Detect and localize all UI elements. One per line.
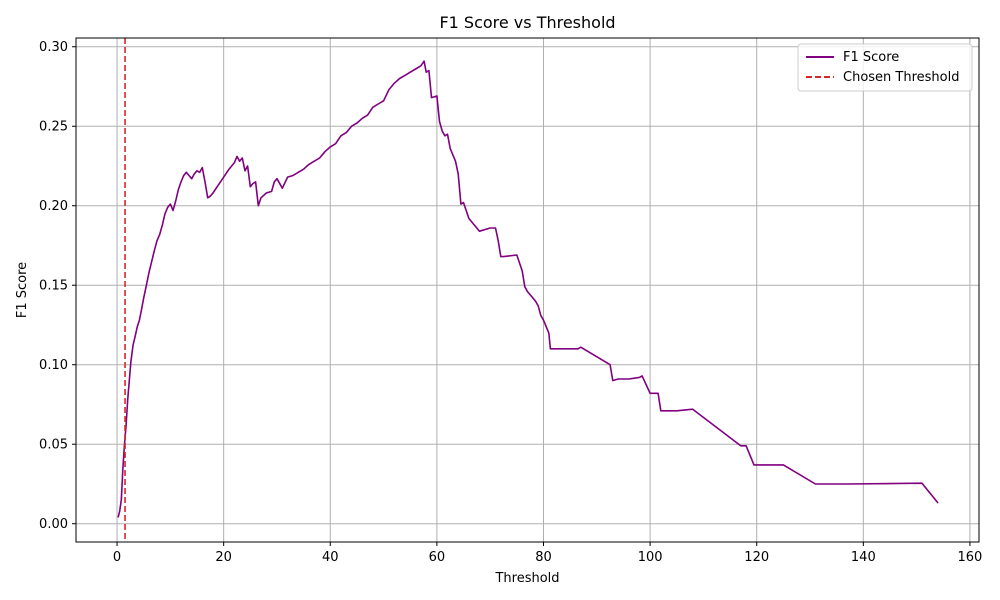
grid-layer [76, 38, 979, 542]
y-tick-label: 0.25 [39, 120, 68, 135]
x-tick-label: 100 [638, 550, 663, 565]
x-tick-label: 20 [215, 550, 232, 565]
plot-frame [75, 37, 980, 543]
x-tick-label: 0 [113, 550, 121, 565]
legend-box [797, 43, 973, 92]
y-tick-label: 0.00 [39, 517, 68, 532]
legend-label-chosen-threshold: Chosen Threshold [843, 70, 959, 85]
y-tick-label: 0.20 [39, 199, 68, 214]
x-tick-label: 120 [744, 550, 769, 565]
x-tick-label: 60 [429, 550, 446, 565]
y-tick-label: 0.10 [39, 358, 68, 373]
y-axis-ticks: 0.00 0.05 0.10 0.15 0.20 0.25 0.30 [39, 40, 76, 532]
y-axis-label: F1 Score [15, 262, 30, 318]
x-tick-label: 80 [535, 550, 552, 565]
f1-score-line [117, 60, 939, 518]
x-axis-ticks: 0 20 40 60 80 100 120 140 160 [113, 542, 982, 565]
legend: F1 Score Chosen Threshold [797, 43, 973, 92]
legend-label-f1-score: F1 Score [843, 50, 899, 65]
chart-title: F1 Score vs Threshold [439, 13, 615, 32]
x-tick-label: 140 [851, 550, 876, 565]
x-tick-label: 40 [322, 550, 339, 565]
x-tick-label: 160 [958, 550, 983, 565]
x-axis-label: Threshold [494, 571, 559, 586]
series-layer [117, 38, 939, 542]
y-tick-label: 0.05 [39, 438, 68, 453]
y-tick-label: 0.15 [39, 279, 68, 294]
y-tick-label: 0.30 [39, 40, 68, 55]
